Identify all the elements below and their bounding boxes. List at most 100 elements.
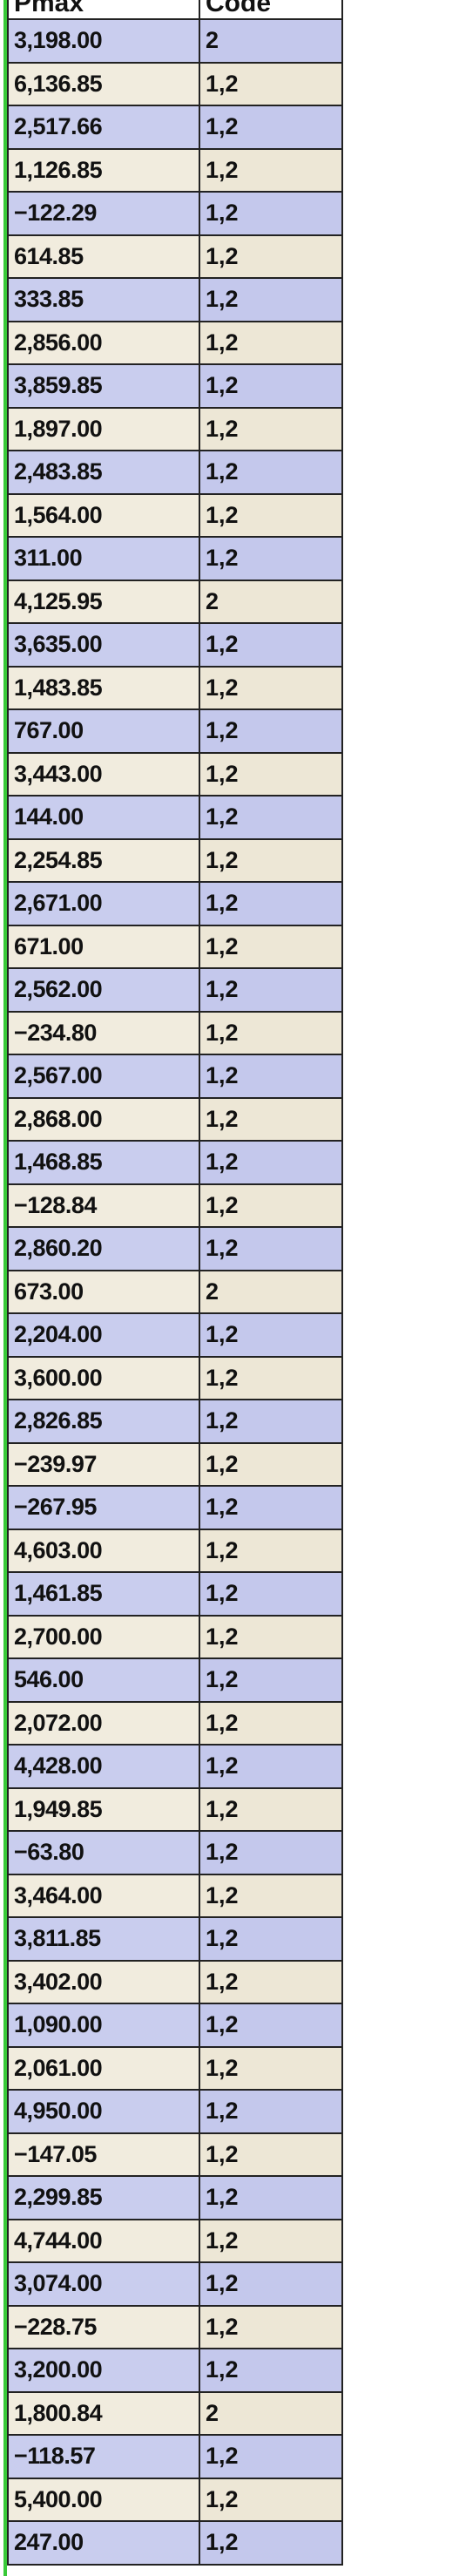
table-row: 2,860.20 1,2 xyxy=(7,1226,343,1271)
table-row: 333.85 1,2 xyxy=(7,277,343,322)
table-row: 1,949.85 1,2 xyxy=(7,1786,343,1832)
table-row: 2,204.00 1,2 xyxy=(7,1312,343,1358)
pmax-cell: 2,517.66 xyxy=(7,105,200,150)
pmax-cell: 4,603.00 xyxy=(7,1528,200,1573)
code-cell: 1,2 xyxy=(199,622,343,668)
table-row: 2,826.85 1,2 xyxy=(7,1399,343,1444)
table-row: 4,428.00 1,2 xyxy=(7,1744,343,1789)
code-cell: 1,2 xyxy=(199,967,343,1013)
pmax-cell: 1,949.85 xyxy=(7,1786,200,1832)
pmax-cell: 2,061.00 xyxy=(7,2045,200,2091)
code-cell: 1,2 xyxy=(199,406,343,451)
pmax-cell: 1,483.85 xyxy=(7,665,200,710)
code-cell: 1,2 xyxy=(199,1183,343,1228)
pmax-cell: 333.85 xyxy=(7,277,200,322)
pmax-cell: 5,400.00 xyxy=(7,2477,200,2522)
pmax-cell: 2,671.00 xyxy=(7,881,200,926)
pmax-cell: −63.80 xyxy=(7,1830,200,1875)
code-cell: 1,2 xyxy=(199,2304,343,2349)
pmax-cell: 546.00 xyxy=(7,1657,200,1703)
table-row: 4,125.95 2 xyxy=(7,579,343,624)
code-cell: 1,2 xyxy=(199,536,343,581)
pmax-cell: 1,800.84 xyxy=(7,2390,200,2436)
table-row: 3,198.00 2 xyxy=(7,18,343,64)
pmax-cell: 3,200.00 xyxy=(7,2348,200,2393)
table-row: 4,950.00 1,2 xyxy=(7,2089,343,2134)
code-cell: 1,2 xyxy=(199,751,343,797)
pmax-cell: −118.57 xyxy=(7,2434,200,2479)
pmax-cell: 1,468.85 xyxy=(7,1140,200,1185)
code-cell: 1,2 xyxy=(199,2520,343,2566)
code-cell: 2 xyxy=(199,18,343,64)
pmax-cell: −267.95 xyxy=(7,1485,200,1530)
table-row: 2,868.00 1,2 xyxy=(7,1096,343,1142)
code-cell: 1,2 xyxy=(199,1399,343,1444)
code-cell: 1,2 xyxy=(199,320,343,365)
table-row: 671.00 1,2 xyxy=(7,924,343,969)
code-cell: 1,2 xyxy=(199,2261,343,2307)
code-cell: 1,2 xyxy=(199,450,343,495)
pmax-cell: 3,074.00 xyxy=(7,2261,200,2307)
table-row: −267.95 1,2 xyxy=(7,1485,343,1530)
table-row: 2,567.00 1,2 xyxy=(7,1054,343,1099)
table-row: −122.29 1,2 xyxy=(7,191,343,236)
pmax-cell: 1,461.85 xyxy=(7,1571,200,1617)
pmax-cell: 4,950.00 xyxy=(7,2089,200,2134)
column-header-code: Code xyxy=(199,0,343,20)
code-cell: 1,2 xyxy=(199,1959,343,2004)
table-row: 2,562.00 1,2 xyxy=(7,967,343,1013)
code-cell: 1,2 xyxy=(199,61,343,106)
code-cell: 1,2 xyxy=(199,277,343,322)
code-cell: 1,2 xyxy=(199,1916,343,1962)
pmax-cell: −239.97 xyxy=(7,1441,200,1487)
table-row: −147.05 1,2 xyxy=(7,2132,343,2177)
pmax-cell: 4,744.00 xyxy=(7,2218,200,2263)
table-row: 1,461.85 1,2 xyxy=(7,1571,343,1617)
pmax-cell: 4,428.00 xyxy=(7,1744,200,1789)
table-container: Pmax Code 3,198.00 2 6,136.85 1,2 2,517.66 1,… xyxy=(7,0,343,2566)
table-row: 2,671.00 1,2 xyxy=(7,881,343,926)
table-row: −234.80 1,2 xyxy=(7,1010,343,1055)
pmax-cell: 311.00 xyxy=(7,536,200,581)
pmax-cell: 2,826.85 xyxy=(7,1399,200,1444)
pmax-cell: −228.75 xyxy=(7,2304,200,2349)
pmax-cell: 1,564.00 xyxy=(7,492,200,538)
table-row: 2,700.00 1,2 xyxy=(7,1614,343,1659)
table-row: 311.00 1,2 xyxy=(7,536,343,581)
table-row: 673.00 2 xyxy=(7,1269,343,1314)
code-cell: 1,2 xyxy=(199,1614,343,1659)
table-row: 1,897.00 1,2 xyxy=(7,406,343,451)
pmax-cell: −234.80 xyxy=(7,1010,200,1055)
code-cell: 1,2 xyxy=(199,2477,343,2522)
pmax-cell: 1,897.00 xyxy=(7,406,200,451)
pmax-cell: 2,567.00 xyxy=(7,1054,200,1099)
pmax-cell: 671.00 xyxy=(7,924,200,969)
table-row: 2,299.85 1,2 xyxy=(7,2175,343,2220)
code-cell: 1,2 xyxy=(199,924,343,969)
code-cell: 2 xyxy=(199,2390,343,2436)
table-row: −239.97 1,2 xyxy=(7,1441,343,1487)
table-row: 1,126.85 1,2 xyxy=(7,147,343,193)
code-cell: 1,2 xyxy=(199,1054,343,1099)
table-row: 2,856.00 1,2 xyxy=(7,320,343,365)
code-cell: 1,2 xyxy=(199,1355,343,1400)
pmax-cell: 4,125.95 xyxy=(7,579,200,624)
table-body: 3,198.00 2 6,136.85 1,2 2,517.66 1,2 1,126.85 1… xyxy=(7,18,343,2566)
table-row: 2,072.00 1,2 xyxy=(7,1700,343,1746)
code-cell: 1,2 xyxy=(199,2434,343,2479)
data-table: Pmax Code 3,198.00 2 6,136.85 1,2 2,517.66 1,… xyxy=(7,0,343,2566)
table-row: 3,859.85 1,2 xyxy=(7,363,343,409)
table-row: 1,564.00 1,2 xyxy=(7,492,343,538)
code-cell: 1,2 xyxy=(199,2348,343,2393)
pmax-cell: 2,483.85 xyxy=(7,450,200,495)
code-cell: 1,2 xyxy=(199,2089,343,2134)
code-cell: 1,2 xyxy=(199,1786,343,1832)
code-cell: 1,2 xyxy=(199,1096,343,1142)
pmax-cell: 2,072.00 xyxy=(7,1700,200,1746)
pmax-cell: 2,700.00 xyxy=(7,1614,200,1659)
pmax-cell: 144.00 xyxy=(7,795,200,840)
pmax-cell: −147.05 xyxy=(7,2132,200,2177)
code-cell: 1,2 xyxy=(199,105,343,150)
column-header-pmax: Pmax xyxy=(7,0,200,20)
pmax-cell: 3,859.85 xyxy=(7,363,200,409)
